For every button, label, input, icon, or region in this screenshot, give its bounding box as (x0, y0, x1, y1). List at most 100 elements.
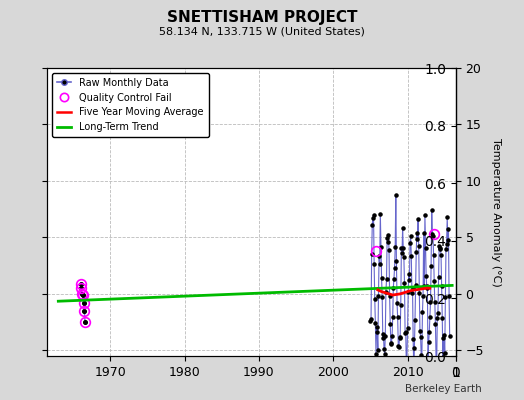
Point (380, 346, 388, 352)
Point (425, 329, 433, 336)
Point (429, 233, 437, 239)
Point (427, 263, 435, 269)
Point (408, 290, 416, 296)
Point (423, 283, 432, 289)
Point (394, 343, 402, 350)
Point (420, 283, 429, 289)
Point (370, 296, 379, 302)
Point (394, 314, 402, 320)
Point (418, 358, 426, 365)
Point (396, 334, 405, 340)
Point (369, 214, 377, 221)
Point (414, 243, 423, 250)
Point (444, 236, 452, 243)
Point (431, 299, 439, 306)
Point (389, 284, 398, 291)
Text: SNETTISHAM PROJECT: SNETTISHAM PROJECT (167, 10, 357, 25)
Point (428, 231, 436, 237)
Point (413, 229, 421, 236)
Point (445, 333, 454, 340)
Point (380, 350, 389, 357)
Point (430, 278, 439, 284)
Point (419, 292, 427, 299)
Point (385, 246, 393, 253)
Point (384, 232, 392, 238)
Point (384, 239, 392, 245)
Point (420, 230, 428, 236)
Point (79, 292, 87, 298)
Point (415, 290, 423, 296)
Point (440, 332, 449, 339)
Point (378, 294, 386, 300)
Point (81, 319, 89, 325)
Point (410, 364, 418, 370)
Point (432, 356, 440, 363)
Point (402, 362, 410, 369)
Point (409, 336, 417, 342)
Point (442, 241, 451, 248)
Point (391, 192, 400, 198)
Point (417, 352, 425, 358)
Point (390, 264, 399, 271)
Point (406, 239, 414, 246)
Point (80, 308, 89, 314)
Point (410, 344, 419, 351)
Point (443, 214, 451, 220)
Point (424, 361, 432, 367)
Point (377, 274, 386, 281)
Point (439, 335, 447, 341)
Point (376, 211, 385, 217)
Point (444, 225, 453, 232)
Legend: Raw Monthly Data, Quality Control Fail, Five Year Moving Average, Long-Term Tren: Raw Monthly Data, Quality Control Fail, … (52, 73, 209, 137)
Point (386, 292, 394, 299)
Point (408, 285, 417, 291)
Point (373, 329, 381, 335)
Point (375, 252, 383, 259)
Point (399, 245, 408, 251)
Point (413, 236, 422, 242)
Point (374, 346, 382, 353)
Point (425, 314, 434, 320)
Point (422, 284, 431, 291)
Point (369, 211, 378, 218)
Point (386, 320, 395, 327)
Point (405, 270, 413, 277)
Point (381, 333, 389, 339)
Point (397, 301, 405, 308)
Point (398, 225, 407, 232)
Point (371, 320, 379, 326)
Point (401, 328, 410, 335)
Point (370, 261, 378, 268)
Point (427, 299, 435, 306)
Point (435, 243, 443, 249)
Text: 58.134 N, 133.715 W (United States): 58.134 N, 133.715 W (United States) (159, 26, 365, 36)
Point (398, 250, 406, 257)
Point (403, 325, 412, 331)
Point (392, 258, 401, 264)
Point (434, 310, 442, 316)
Point (367, 251, 376, 258)
Point (78, 291, 86, 297)
Point (388, 314, 397, 320)
Point (422, 273, 430, 279)
Point (390, 276, 398, 282)
Point (397, 244, 406, 251)
Point (401, 330, 409, 336)
Point (372, 350, 380, 357)
Point (379, 335, 387, 342)
Point (393, 300, 401, 306)
Point (411, 282, 420, 288)
Point (436, 245, 444, 252)
Point (433, 314, 442, 321)
Point (403, 355, 411, 362)
Point (373, 323, 381, 330)
Point (437, 251, 445, 258)
Point (367, 316, 375, 322)
Point (383, 276, 391, 282)
Point (439, 354, 447, 360)
Point (434, 274, 443, 280)
Point (438, 315, 446, 321)
Point (77, 285, 85, 292)
Point (376, 261, 384, 267)
Point (387, 340, 395, 347)
